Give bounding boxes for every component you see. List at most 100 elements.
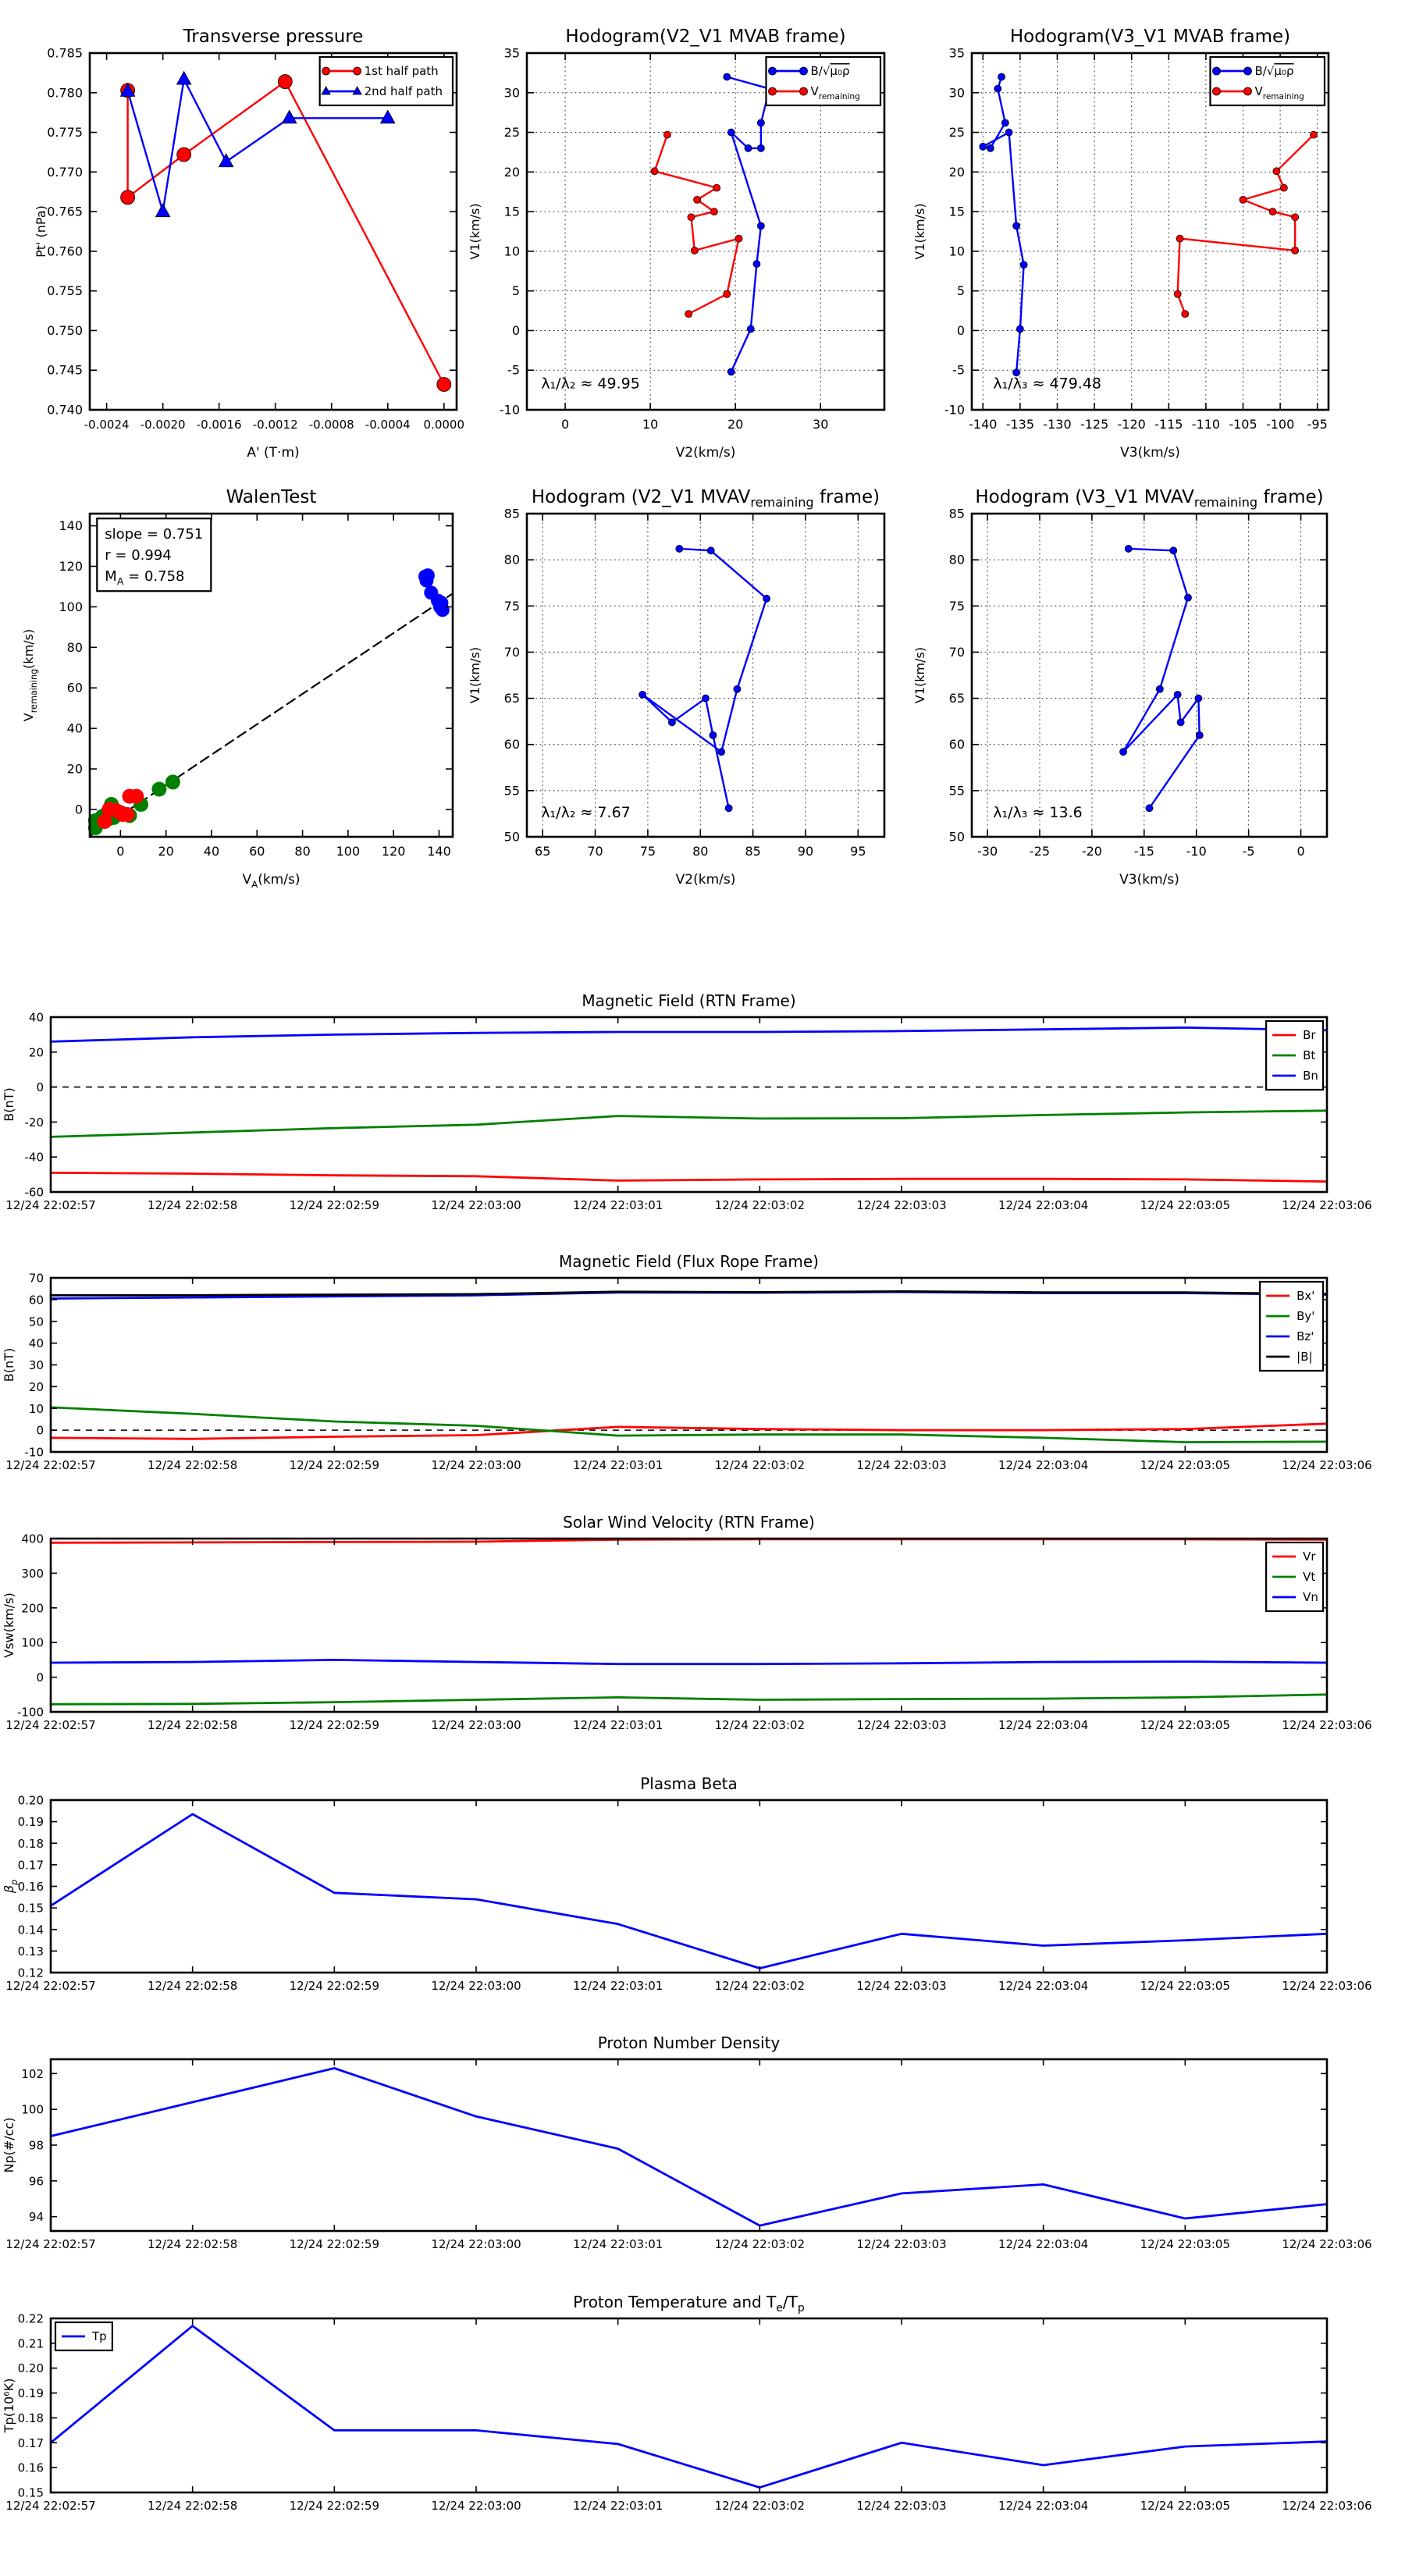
plasma-beta-ytick-label: 0.15 <box>18 1902 44 1916</box>
mag-rtn-axes <box>49 1016 1329 1194</box>
hodogram-v3v1-mvab-legend-label: B/√μ₀ρ <box>1255 64 1294 78</box>
mag-frf-legend-label: By' <box>1297 1309 1314 1323</box>
plasma-beta-xtick-label: 12/24 22:03:06 <box>1282 1979 1371 1993</box>
hodogram-v3v1-mvab-axes <box>970 52 1330 411</box>
plasma-beta-xtick-label: 12/24 22:03:02 <box>715 1979 805 1993</box>
mag-frf-xtick-label: 12/24 22:03:03 <box>856 1458 946 1472</box>
hodogram-v3v1-mvab-xtick-label: -130 <box>1043 417 1071 432</box>
mag-rtn-xtick-label: 12/24 22:03:05 <box>1140 1198 1230 1212</box>
hodogram-v2v1-mvav-axes <box>525 512 886 838</box>
proton-temp-title: Proton Temperature and Te/Tp <box>573 2293 805 2314</box>
hodogram-v3v1-mvav-marker <box>1124 545 1133 553</box>
mag-frf-ytick-label: 60 <box>29 1293 44 1307</box>
hodogram-v2v1-mvab-marker <box>685 310 693 318</box>
walen-test-xtick-label: 140 <box>427 844 451 859</box>
hodogram-v3v1-mvav-ytick-label: 50 <box>949 830 965 845</box>
hodogram-v2v1-mvav-marker <box>706 546 715 555</box>
mag-frf-xtick-label: 12/24 22:03:06 <box>1282 1458 1371 1472</box>
vsw-rtn-xtick-label: 12/24 22:03:05 <box>1140 1718 1230 1732</box>
hodogram-v3v1-mvab-marker <box>1291 213 1300 222</box>
walen-test-ytick-label: 120 <box>59 559 83 574</box>
hodogram-v2v1-mvav-plot: 65 70 75 80 85 90 95 50 55 60 65 70 75 80 85 Hodogram (… <box>468 487 886 888</box>
hodogram-v3v1-mvab-ytick-label: 0 <box>957 323 965 338</box>
hodogram-v3v1-mvav-marker <box>1184 593 1192 602</box>
mag-rtn-xtick-label: 12/24 22:02:59 <box>290 1198 379 1212</box>
hodogram-v2v1-mvab-marker <box>756 222 765 230</box>
proton-temp-xtick-label: 12/24 22:02:57 <box>5 2499 95 2513</box>
hodogram-v2v1-mvab-marker <box>650 167 659 176</box>
hodogram-v3v1-mvab-marker <box>1173 290 1182 298</box>
hodogram-v3v1-mvab-legend-marker <box>1243 66 1252 76</box>
walen-test-scatter-point <box>435 603 450 617</box>
hodogram-v3v1-mvab-ytick-label: -5 <box>952 363 965 378</box>
proton-temp-plot: 12/24 22:02:57 12/24 22:02:58 12/24 22:02:… <box>2 2293 1372 2513</box>
transverse-pressure-axes <box>88 52 458 411</box>
hodogram-v3v1-mvab-ytick-label: -10 <box>944 403 965 418</box>
mag-frf-ylabel: B(nT) <box>2 1348 16 1382</box>
hodogram-v2v1-mvab-marker <box>723 290 731 298</box>
hodogram-v2v1-mvab-marker <box>744 144 752 152</box>
hodogram-v3v1-mvav-marker <box>1194 694 1203 703</box>
mag-frf-xtick-label: 12/24 22:03:01 <box>573 1458 663 1472</box>
hodogram-v3v1-mvab-title: Hodogram(V3_V1 MVAB frame) <box>1010 27 1290 47</box>
hodogram-v3v1-mvav-ytick-label: 70 <box>949 645 965 660</box>
hodogram-v3v1-mvav-ytick-label: 55 <box>949 783 965 798</box>
hodogram-v2v1-mvav-series-v-hodogram <box>638 545 771 813</box>
vsw-rtn-xtick-label: 12/24 22:02:58 <box>148 1718 237 1732</box>
vsw-rtn-legend-label: Vr <box>1303 1550 1316 1564</box>
hodogram-v3v1-mvav-series-v-hodogram <box>1119 545 1204 813</box>
vsw-rtn-title: Solar Wind Velocity (RTN Frame) <box>563 1513 815 1532</box>
hodogram-v3v1-mvav-marker <box>1173 690 1182 699</box>
transverse-pressure-ytick-label: 0.740 <box>47 403 83 418</box>
hodogram-v3v1-mvab-series-b-over-sqrt-mu0-rho <box>979 73 1028 377</box>
hodogram-v2v1-mvab-marker <box>687 213 695 222</box>
transverse-pressure-ticks <box>90 52 457 411</box>
mag-frf-xtick-label: 12/24 22:02:58 <box>148 1458 237 1472</box>
plasma-beta-xtick-label: 12/24 22:02:59 <box>290 1979 379 1993</box>
walen-test-xtick-label: 0 <box>116 844 124 859</box>
walen-test-xtick-label: 100 <box>336 844 361 859</box>
hodogram-v2v1-mvab-marker <box>693 195 701 204</box>
hodogram-v2v1-mvab-ytick-label: 20 <box>504 165 520 180</box>
vsw-rtn-legend-label: Vt <box>1303 1570 1315 1584</box>
vsw-rtn-ylabel: Vsw(km/s) <box>2 1592 16 1657</box>
hodogram-v2v1-mvab-ytick-label: -10 <box>500 403 520 418</box>
proton-density-series-np <box>49 2067 1329 2227</box>
walen-test-ytick-label: 100 <box>59 600 83 614</box>
transverse-pressure-ytick-label: 0.785 <box>47 46 83 61</box>
hodogram-v2v1-mvab-ytick-label: 25 <box>504 125 520 140</box>
mag-rtn-xtick-label: 12/24 22:03:04 <box>998 1198 1088 1212</box>
plasma-beta-xtick-label: 12/24 22:03:04 <box>998 1979 1088 1993</box>
proton-temp-xtick-label: 12/24 22:03:01 <box>573 2499 663 2513</box>
hodogram-v2v1-mvav-xtick-label: 65 <box>535 844 550 859</box>
hodogram-v2v1-mvav-xtick-label: 95 <box>850 844 866 859</box>
mag-frf-legend-label: Bx' <box>1297 1289 1314 1303</box>
mag-rtn-ytick-label: -60 <box>25 1186 44 1200</box>
transverse-pressure-series-1st-half-path <box>120 74 452 392</box>
hodogram-v2v1-mvab-legend-marker <box>799 66 808 76</box>
hodogram-v2v1-mvab-ticks <box>527 52 884 411</box>
transverse-pressure-xtick-label: -0.0004 <box>365 418 411 432</box>
hodogram-v2v1-mvab-series-v-remaining <box>650 130 743 318</box>
walen-test-ytick-label: 20 <box>67 762 83 777</box>
vsw-rtn-legend-label: Vn <box>1303 1590 1318 1604</box>
hodogram-v3v1-mvab-xtick-label: -125 <box>1080 417 1108 432</box>
proton-density-xtick-label: 12/24 22:03:00 <box>431 2237 521 2251</box>
hodogram-v3v1-mvab-ytick-label: 30 <box>949 85 965 100</box>
walen-test-scatter-point <box>97 814 112 830</box>
mag-rtn-xtick-label: 12/24 22:03:03 <box>856 1198 946 1212</box>
hodogram-v3v1-mvav-xtick-label: -30 <box>977 844 998 859</box>
hodogram-v2v1-mvab-marker <box>723 73 731 81</box>
hodogram-v2v1-mvab-ytick-label: 5 <box>512 283 520 298</box>
proton-temp-ytick-label: 0.15 <box>18 2486 44 2500</box>
plasma-beta-ytick-label: 0.20 <box>18 1794 44 1808</box>
proton-density-xtick-label: 12/24 22:03:03 <box>856 2237 946 2251</box>
hodogram-v3v1-mvab-grid <box>972 52 1329 411</box>
mag-frf-ytick-label: 10 <box>29 1402 44 1416</box>
mag-frf-series-b-magnitude <box>49 1290 1329 1297</box>
hodogram-v3v1-mvab-ytick-label: 20 <box>949 165 965 180</box>
proton-temp-ticks <box>50 2318 1328 2493</box>
vsw-rtn-ytick-label: 200 <box>21 1601 44 1615</box>
transverse-pressure-ytick-label: 0.745 <box>47 363 83 378</box>
